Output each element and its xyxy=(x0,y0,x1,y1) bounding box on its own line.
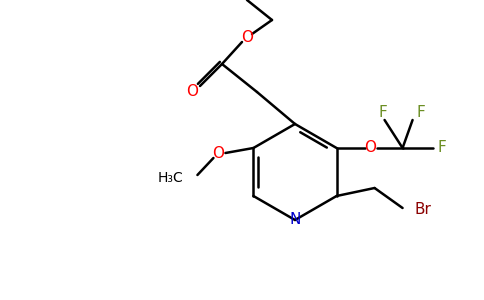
Text: N: N xyxy=(289,212,301,227)
Text: O: O xyxy=(186,85,198,100)
Text: O: O xyxy=(212,146,225,160)
Text: F: F xyxy=(378,106,387,121)
Text: O: O xyxy=(241,29,253,44)
Text: O: O xyxy=(364,140,377,155)
Text: Br: Br xyxy=(415,202,431,217)
Text: H₃C: H₃C xyxy=(158,171,183,185)
Text: H₃C: H₃C xyxy=(207,0,233,2)
Text: F: F xyxy=(437,140,446,155)
Text: F: F xyxy=(416,106,425,121)
